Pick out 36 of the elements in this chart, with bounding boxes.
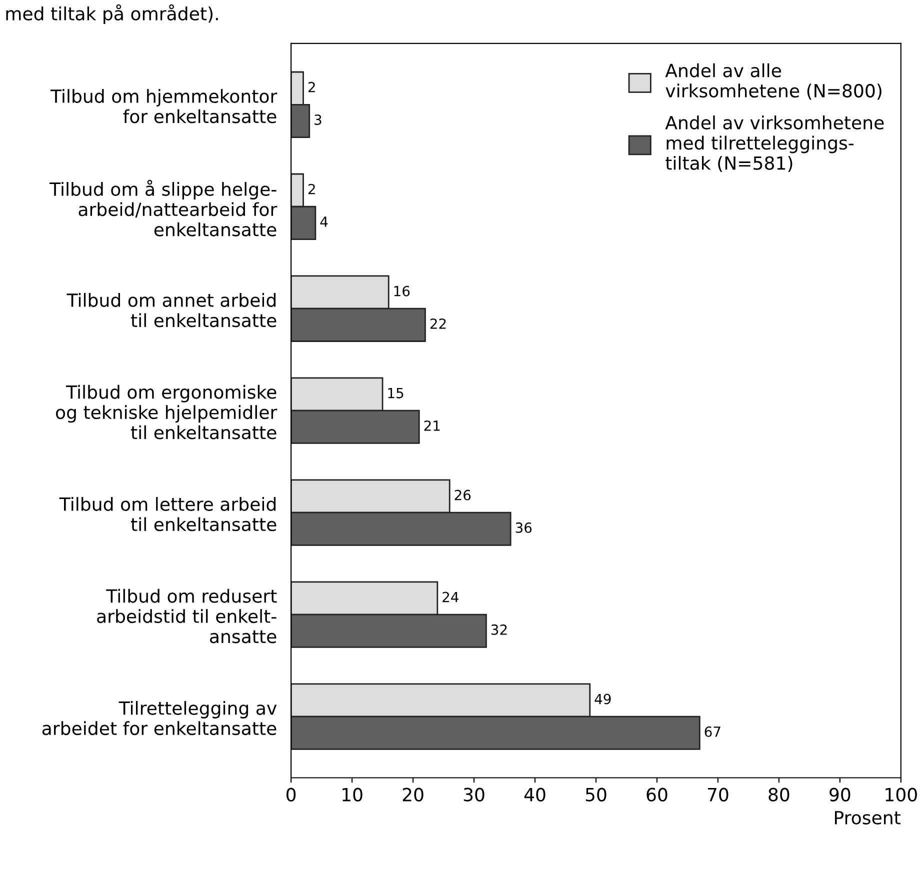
y-tick-label: Tilbud om hjemmekontor for enkeltansatte bbox=[50, 89, 278, 124]
data-label: 4 bbox=[320, 216, 328, 227]
x-tick-label: 0 bbox=[286, 788, 296, 802]
data-label: 16 bbox=[394, 286, 410, 296]
data-label: 22 bbox=[430, 318, 446, 329]
y-tick-label: Tilrettelegging av arbeidet for enkeltansatte bbox=[42, 700, 277, 736]
data-label: 32 bbox=[491, 624, 507, 635]
legend-label: Andel av alle virksomhetene (N=800) bbox=[665, 63, 882, 100]
y-tick-label: Tilbud om å slippe helge- arbeid/nattearbeid for enkeltansatte bbox=[49, 180, 278, 236]
data-label: 2 bbox=[308, 184, 315, 194]
x-tick-label: 70 bbox=[708, 788, 728, 802]
data-label: 24 bbox=[442, 592, 458, 602]
data-label: 49 bbox=[594, 694, 611, 704]
x-tick-label: 40 bbox=[524, 788, 546, 802]
y-tick-label: Tilbud om redusert arbeidstid til enkelt- ansatte bbox=[97, 588, 277, 644]
data-label: 26 bbox=[454, 490, 471, 500]
text: med tiltak på området). bbox=[6, 4, 218, 24]
x-tick-label: 100 bbox=[886, 788, 917, 802]
data-label: 21 bbox=[424, 420, 440, 431]
x-tick-label: 20 bbox=[402, 788, 424, 802]
y-tick-label: Tilbud om lettere arbeid til enkeltansatte bbox=[59, 496, 276, 532]
legend-label: Andel av virksomhetene med tilretteleggings- tiltak (N=581) bbox=[665, 116, 884, 172]
y-tick-label: Tilbud om annet arbeid til enkeltansatte bbox=[66, 293, 276, 328]
data-label: 2 bbox=[308, 82, 315, 92]
data-label: 67 bbox=[704, 726, 720, 737]
x-tick-label: 80 bbox=[768, 788, 790, 802]
x-tick-label: 10 bbox=[342, 788, 362, 802]
x-tick-label: 50 bbox=[586, 788, 606, 802]
y-tick-label: Tilbud om ergonomiske og tekniske hjelpemidler til enkeltansatte bbox=[56, 384, 278, 440]
x-tick-label: 90 bbox=[830, 788, 850, 802]
data-label: 3 bbox=[314, 114, 322, 125]
data-label: 36 bbox=[516, 522, 532, 533]
x-axis-title: Prosent bbox=[835, 811, 900, 824]
x-tick-label: 30 bbox=[464, 788, 484, 802]
data-label: 15 bbox=[388, 388, 404, 398]
x-tick-label: 60 bbox=[646, 788, 668, 802]
